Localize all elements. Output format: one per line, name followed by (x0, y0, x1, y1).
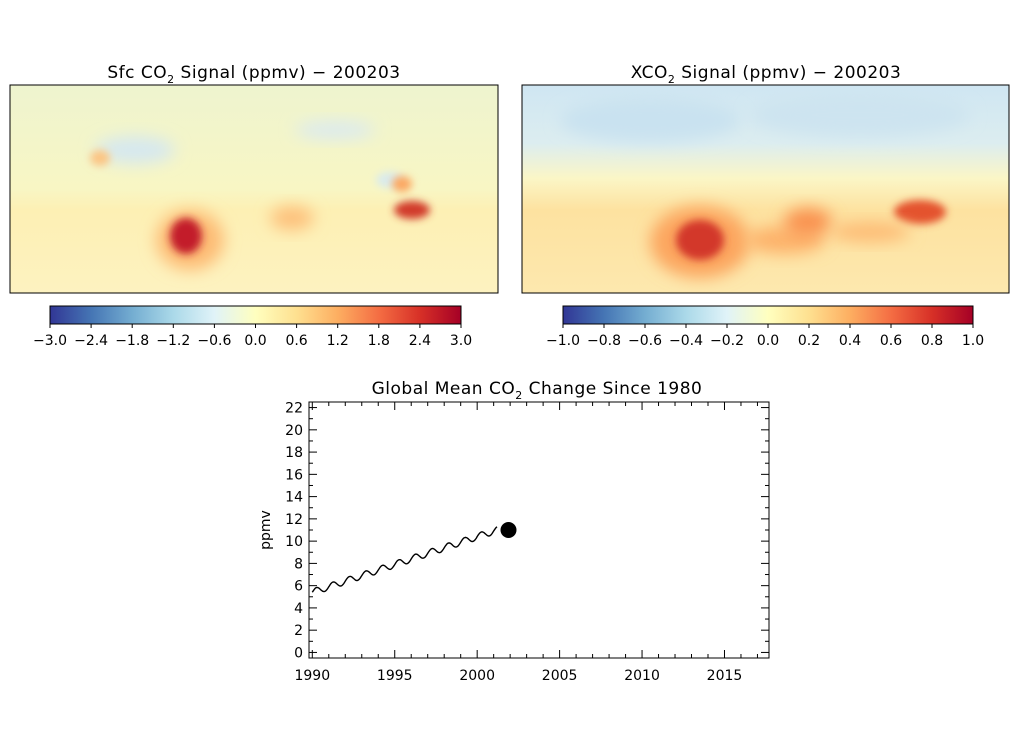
xco2-map-frame (521, 84, 1010, 294)
x-tick-label: 2005 (542, 668, 578, 684)
colorbar-tick-label: 0.4 (839, 333, 861, 349)
series-line (311, 526, 498, 593)
colorbar-tick-label: 0.6 (880, 333, 902, 349)
colorbar-tick-label: −1.2 (156, 333, 190, 349)
x-tick-label: 1990 (294, 668, 330, 684)
x-tick-label: 1995 (377, 668, 413, 684)
colorbar-tick-label: 0.8 (921, 333, 943, 349)
y-tick-label: 18 (285, 445, 303, 461)
colorbar-tick-label: 0.2 (798, 333, 820, 349)
xco2-map-title: XCO2 Signal (ppmv) − 200203 (631, 63, 902, 86)
x-tick-label: 2015 (707, 668, 743, 684)
sfc-map-frame (9, 84, 499, 294)
colorbar-tick-label: 1.2 (327, 333, 349, 349)
xco2-map-panel (521, 84, 1010, 294)
sfc-map-background (10, 85, 498, 293)
colorbar-tick-label: 0.0 (244, 333, 266, 349)
y-tick-label: 16 (285, 467, 303, 483)
colorbar-tick-label: 3.0 (450, 333, 472, 349)
y-tick-label: 10 (285, 534, 303, 550)
y-tick-label: 8 (294, 556, 303, 572)
colorbar-tick-label: −2.4 (74, 333, 108, 349)
colorbar-tick-label: −0.2 (710, 333, 744, 349)
y-tick-label: 22 (285, 401, 303, 417)
colorbar-tick-label: −1.0 (546, 333, 580, 349)
global-mean-chart: Global Mean CO2 Change Since 1980 0 2 4 6 8 1… (258, 379, 770, 684)
sfc-map-panel (9, 84, 499, 294)
colorbar-tick-label: −0.6 (197, 333, 231, 349)
xco2-signal-field (560, 93, 970, 278)
xco2-colorbar: −1.0 −0.8 −0.6 −0.4 −0.2 0.0 0.2 0.4 0.6 0.8 1.0 (546, 305, 984, 349)
y-tick-label: 0 (294, 645, 303, 661)
colorbar-tick-label: −0.6 (628, 333, 662, 349)
sfc-map-title: Sfc CO2 Signal (ppmv) − 200203 (107, 63, 400, 86)
colorbar-tick-label: 1.8 (368, 333, 390, 349)
colorbar-tick-label: 0.0 (757, 333, 779, 349)
x-tick-label: 2010 (624, 668, 660, 684)
current-point-marker (500, 522, 517, 538)
y-axis-label: ppmv (258, 510, 274, 550)
colorbar-tick-label: 0.6 (285, 333, 307, 349)
y-tick-label: 4 (294, 601, 303, 617)
colorbar-tick-label: −1.8 (115, 333, 149, 349)
colorbar-tick-label: −3.0 (33, 333, 67, 349)
y-tick-label: 14 (285, 490, 303, 506)
colorbar-tick-label: −0.4 (669, 333, 703, 349)
y-tick-label: 6 (294, 579, 303, 595)
line-chart-title: Global Mean CO2 Change Since 1980 (372, 379, 703, 402)
xco2-colorbar-gradient (562, 305, 974, 325)
plot-frame (308, 401, 770, 659)
sfc-signal-field (90, 121, 430, 270)
colorbar-tick-label: 2.4 (409, 333, 431, 349)
x-tick-label: 2000 (459, 668, 495, 684)
y-tick-label: 2 (294, 623, 303, 639)
sfc-colorbar: −3.0 −2.4 −1.8 −1.2 −0.6 0.0 0.6 1.2 1.8 2.4 3.0 (33, 305, 472, 349)
y-tick-label: 20 (285, 423, 303, 439)
colorbar-tick-label: −0.8 (587, 333, 621, 349)
colorbar-tick-label: 1.0 (962, 333, 984, 349)
sfc-colorbar-gradient (49, 305, 462, 325)
y-tick-label: 12 (285, 512, 303, 528)
